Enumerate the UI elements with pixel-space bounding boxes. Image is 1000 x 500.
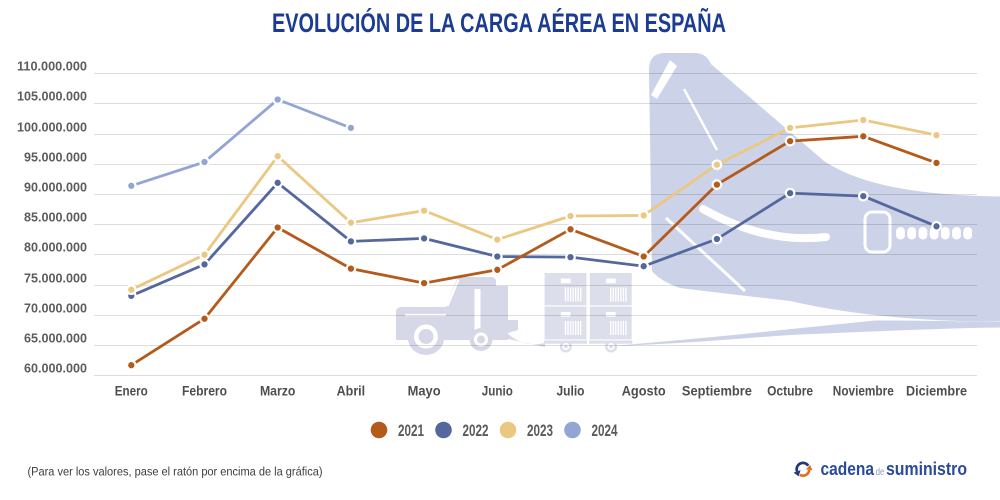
svg-text:80.000.000: 80.000.000 xyxy=(24,240,87,255)
svg-text:Julio: Julio xyxy=(557,383,585,398)
svg-text:suministro: suministro xyxy=(886,458,967,479)
svg-text:(Para ver los valores, pase el: (Para ver los valores, pase el ratón por… xyxy=(28,465,323,479)
svg-text:Diciembre: Diciembre xyxy=(906,383,967,398)
svg-text:60.000.000: 60.000.000 xyxy=(24,361,87,376)
svg-text:Octubre: Octubre xyxy=(767,383,813,398)
svg-text:Agosto: Agosto xyxy=(622,383,666,398)
svg-text:2022: 2022 xyxy=(463,422,489,440)
svg-text:Abril: Abril xyxy=(337,383,366,398)
svg-text:85.000.000: 85.000.000 xyxy=(24,210,87,225)
svg-text:100.000.000: 100.000.000 xyxy=(17,120,87,135)
svg-text:75.000.000: 75.000.000 xyxy=(24,271,87,286)
svg-text:2021: 2021 xyxy=(398,422,424,440)
svg-text:de: de xyxy=(876,466,885,478)
svg-text:Mayo: Mayo xyxy=(408,383,441,398)
svg-text:Febrero: Febrero xyxy=(182,383,227,398)
svg-text:70.000.000: 70.000.000 xyxy=(24,301,87,316)
svg-text:Marzo: Marzo xyxy=(260,383,296,398)
svg-text:Noviembre: Noviembre xyxy=(833,383,894,398)
svg-text:2023: 2023 xyxy=(527,422,553,440)
svg-text:95.000.000: 95.000.000 xyxy=(24,150,87,165)
svg-text:Junio: Junio xyxy=(482,383,513,398)
svg-text:Enero: Enero xyxy=(115,383,148,398)
svg-text:90.000.000: 90.000.000 xyxy=(24,180,87,195)
svg-text:cadena: cadena xyxy=(821,458,875,479)
svg-text:105.000.000: 105.000.000 xyxy=(17,89,87,104)
svg-text:Septiembre: Septiembre xyxy=(682,383,752,398)
svg-text:2024: 2024 xyxy=(592,422,619,440)
svg-text:110.000.000: 110.000.000 xyxy=(17,59,87,74)
svg-text:EVOLUCIÓN DE LA CARGA AÉREA EN: EVOLUCIÓN DE LA CARGA AÉREA EN ESPAÑA xyxy=(272,8,726,38)
svg-text:65.000.000: 65.000.000 xyxy=(24,331,87,346)
